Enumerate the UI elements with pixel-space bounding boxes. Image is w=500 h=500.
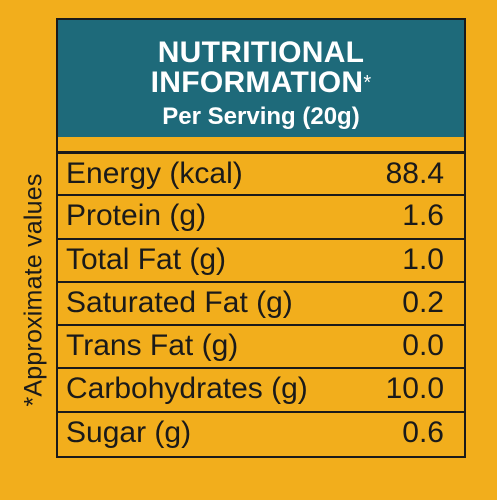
nutrient-value: 1.0 xyxy=(402,242,444,276)
table-row: Protein (g) 1.6 xyxy=(58,194,464,237)
title-line-2-text: INFORMATION xyxy=(150,66,364,99)
table-row: Total Fat (g) 1.0 xyxy=(58,237,464,281)
nutrition-table: Energy (kcal) 88.4 Protein (g) 1.6 Total… xyxy=(58,151,464,454)
nutrient-name: Carbohydrates (g) xyxy=(66,372,308,406)
table-row: Sugar (g) 0.6 xyxy=(58,410,464,454)
nutrient-name: Trans Fat (g) xyxy=(66,329,239,363)
nutrient-value: 10.0 xyxy=(385,372,444,406)
nutrient-name: Saturated Fat (g) xyxy=(66,285,293,319)
nutrient-value: 0.0 xyxy=(402,329,444,363)
nutrient-name: Sugar (g) xyxy=(66,415,192,449)
approximate-values-note: *Approximate values xyxy=(19,173,48,407)
nutrient-value: 0.6 xyxy=(402,415,444,449)
nutrient-value: 88.4 xyxy=(385,157,444,190)
table-row: Carbohydrates (g) 10.0 xyxy=(58,367,464,410)
nutrient-name: Protein (g) xyxy=(66,199,207,233)
title-line-1: NUTRITIONAL xyxy=(157,36,365,69)
nutrient-value: 1.6 xyxy=(402,199,444,233)
title-asterisk: * xyxy=(363,72,372,94)
title-line-2: INFORMATION* xyxy=(58,67,464,99)
nutrient-name: Total Fat (g) xyxy=(66,242,227,276)
table-row: Trans Fat (g) 0.0 xyxy=(58,324,464,367)
nutrient-value: 0.2 xyxy=(402,285,444,319)
nutrition-panel: NUTRITIONAL INFORMATION* Per Serving (20… xyxy=(56,18,466,458)
table-row: Saturated Fat (g) 0.2 xyxy=(58,280,464,324)
nutrient-name: Energy (kcal) xyxy=(66,157,243,190)
serving-size: Per Serving (20g) xyxy=(162,103,360,130)
nutrition-header: NUTRITIONAL INFORMATION* Per Serving (20… xyxy=(58,20,464,137)
table-row: Energy (kcal) 88.4 xyxy=(58,151,464,194)
